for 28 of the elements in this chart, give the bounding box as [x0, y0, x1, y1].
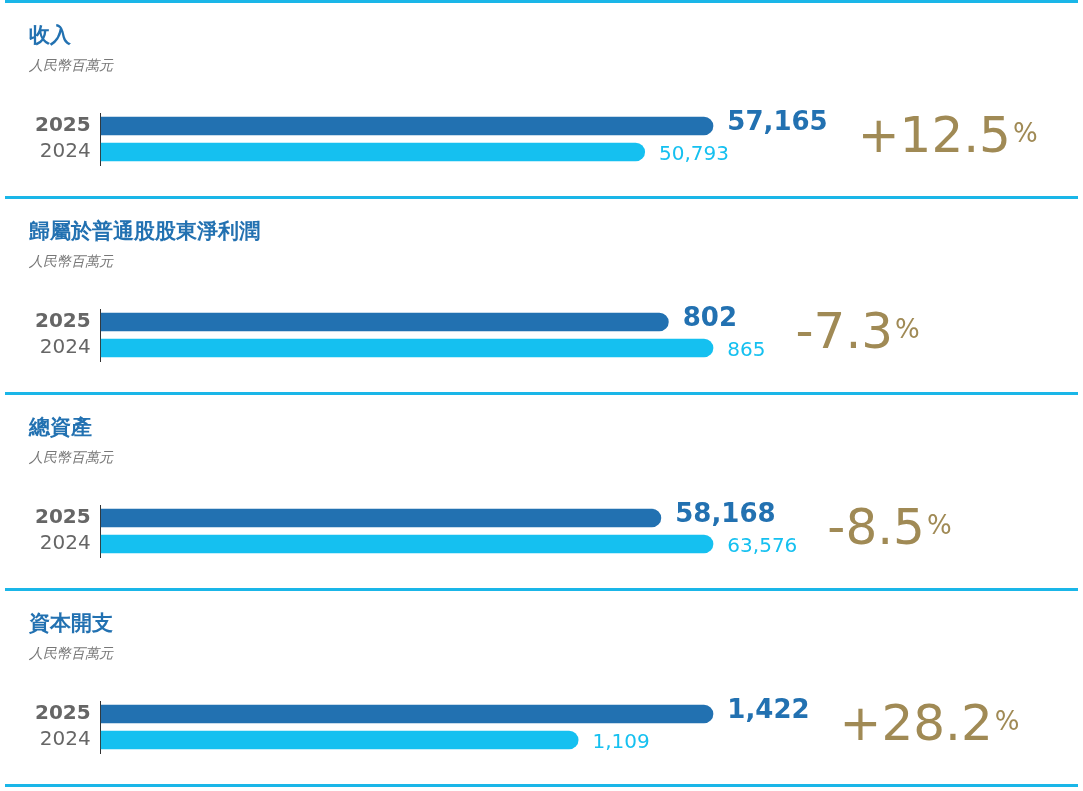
data-label: 1,109	[592, 729, 650, 754]
chart-title: 資本開支	[29, 610, 113, 637]
chart-subtitle: 人民幣百萬元	[29, 645, 113, 663]
data-label: 63,576	[727, 533, 798, 558]
chart-title: 收入	[29, 22, 71, 49]
text: +12.5%	[857, 105, 1038, 164]
y-tick-label: 2024	[39, 726, 91, 751]
data-label: 57,165	[727, 105, 828, 136]
data-label: 865	[727, 337, 766, 362]
y-tick-label: 2024	[39, 138, 91, 163]
text: -7.3%	[795, 301, 920, 360]
text: +28.2%	[839, 693, 1020, 752]
data-label: 50,793	[659, 141, 730, 166]
data-label: 1,422	[727, 693, 810, 724]
y-tick-label: 2024	[39, 334, 91, 359]
y-tick-label: 2025	[34, 700, 91, 725]
chart-title: 總資產	[29, 414, 92, 441]
chart-subtitle: 人民幣百萬元	[29, 253, 113, 271]
y-tick-label: 2024	[39, 530, 91, 555]
chart-subtitle: 人民幣百萬元	[29, 449, 113, 467]
text: -8.5%	[827, 497, 952, 556]
chart-subtitle: 人民幣百萬元	[29, 57, 113, 75]
y-tick-label: 2025	[34, 308, 91, 333]
chart-title: 歸屬於普通股股東淨利潤	[29, 218, 260, 245]
data-label: 58,168	[675, 497, 776, 528]
y-tick-label: 2025	[34, 504, 91, 529]
y-tick-label: 2025	[34, 112, 91, 137]
data-label: 802	[682, 301, 738, 332]
